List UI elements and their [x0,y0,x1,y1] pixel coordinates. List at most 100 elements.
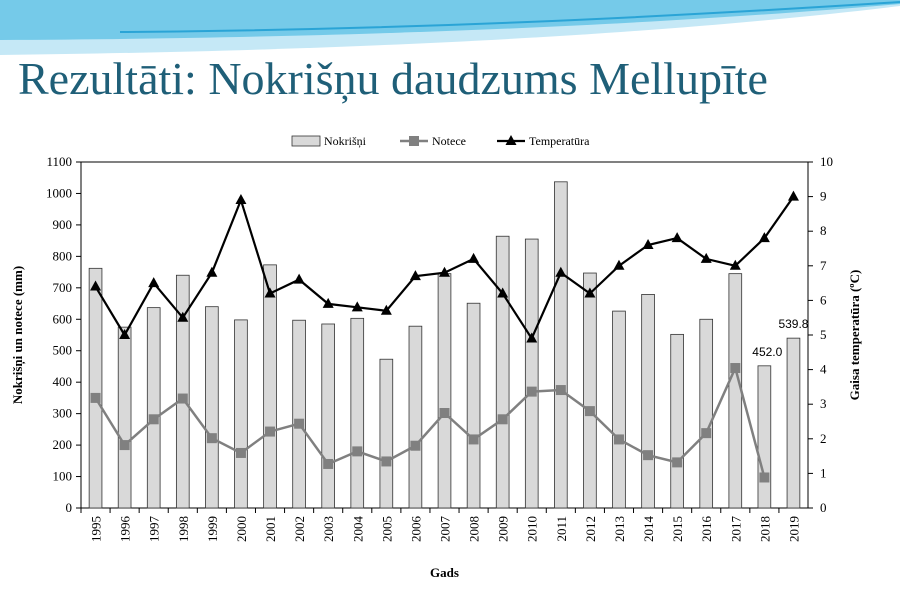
x-tick-label: 1997 [147,516,162,543]
y-axis-title: Nokrišņi un notece (mm) [10,266,26,404]
point-notece [730,363,741,374]
bar-nokrisni [88,267,103,509]
y2-tick-label: 5 [820,327,827,342]
y-tick-label: 1000 [46,185,72,200]
x-tick-label: 2009 [496,516,511,542]
point-notece [294,418,305,429]
bar-nokrisni [321,323,335,509]
point-notece [148,414,159,425]
legend-marker-temperatura [505,135,517,145]
y2-tick-label: 3 [820,396,827,411]
line-notece [94,364,766,478]
point-temperatura [119,329,131,339]
x-tick-label: 2004 [350,516,365,543]
bar-nokrisni [292,319,306,509]
legend-swatch-nokrisni [291,135,321,147]
x-tick-label: 2016 [699,516,714,543]
y-tick-label: 600 [53,311,73,326]
point-temperatura [700,252,712,263]
point-notece [672,457,683,468]
point-notece [555,385,566,396]
legend-marker-notece [409,136,419,146]
point-notece [90,392,101,403]
y-tick-label: 0 [66,500,73,515]
x-tick-label: 1996 [118,516,133,543]
legend-label-temperatura: Temperatūra [529,134,590,148]
x-tick-label: 2017 [728,516,743,543]
bar-nokrisni [495,235,510,509]
point-temperatura [758,232,770,243]
x-tick-label: 2000 [234,516,249,542]
point-temperatura [787,190,799,201]
y2-tick-label: 4 [820,362,827,377]
point-temperatura [90,280,102,291]
x-tick-label: 2002 [292,516,307,542]
y2-tick-label: 6 [820,292,827,307]
y-tick-label: 300 [53,406,73,421]
point-temperatura [322,297,334,308]
page-title: Rezultāti: Nokrišņu daudzums Mellupīte [18,53,768,104]
x-tick-label: 2014 [641,516,656,543]
point-notece [323,458,334,469]
bar-nokrisni [408,325,423,509]
y2-tick-label: 1 [820,465,827,480]
point-notece [439,408,450,419]
x-tick-label: 2013 [612,516,627,542]
x-tick-label: 2019 [786,516,801,542]
y2-tick-label: 10 [820,154,833,169]
point-notece [701,428,712,439]
point-notece [206,433,217,444]
point-temperatura [613,259,625,270]
y2-tick-label: 9 [820,189,827,204]
bar-nokrisni [728,273,743,509]
point-notece [584,406,595,417]
x-tick-label: 2006 [408,516,423,543]
point-temperatura [177,311,189,322]
y-tick-label: 900 [53,217,73,232]
point-notece [613,434,624,445]
point-notece [352,446,363,457]
x-tick-label: 2015 [670,516,685,542]
point-temperatura [555,266,567,277]
bar-nokrisni [437,273,452,509]
bar-nokrisni [234,319,248,509]
bar-nokrisni [379,358,394,509]
y-tick-label: 1100 [46,154,72,169]
decorative-wave [0,0,900,55]
y2-tick-label: 7 [820,258,827,273]
bar-nokrisni [117,326,132,509]
data-label: 539.8 [778,317,808,331]
point-notece [177,393,188,404]
y-tick-label: 500 [53,343,73,358]
bar-nokrisni [757,365,772,509]
x-tick-label: 2003 [321,516,336,542]
point-notece [265,426,276,437]
bar-nokrisni [583,272,597,509]
x-tick-label: 2007 [438,516,453,543]
point-temperatura [206,266,218,277]
x-tick-label: 2001 [263,516,278,542]
x-tick-label: 2018 [757,516,772,542]
point-temperatura [380,304,392,315]
point-temperatura [497,287,509,298]
y-tick-label: 200 [53,437,73,452]
bar-nokrisni [175,274,190,509]
point-notece [410,440,421,451]
wave-shape-dark [119,1,900,33]
x-tick-label: 2010 [525,516,540,542]
x-tick-label: 1995 [89,516,104,542]
y-tick-label: 400 [53,374,73,389]
x-axis-title: Gads [430,565,459,580]
bar-nokrisni [786,337,801,509]
y-tick-label: 800 [53,248,73,263]
bar-nokrisni [612,310,626,509]
point-notece [235,447,246,458]
bar-nokrisni [554,181,568,509]
point-temperatura [468,252,480,263]
legend-label-notece: Notece [432,134,466,148]
legend-label-nokrisni: Nokrišņi [324,134,367,148]
point-temperatura [235,194,247,205]
point-temperatura [351,301,363,312]
x-tick-label: 2008 [467,516,482,542]
